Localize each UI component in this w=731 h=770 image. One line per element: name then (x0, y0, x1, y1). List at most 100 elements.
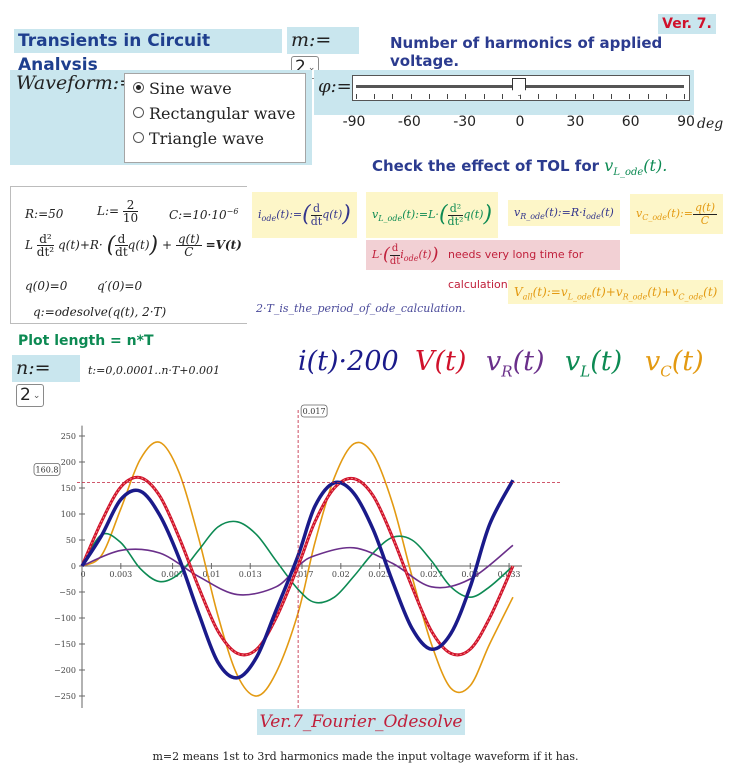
vl-ode-q: q(t) (463, 208, 484, 221)
vall-name: V (514, 285, 523, 299)
i-ode-rest: (t):= (276, 208, 303, 221)
warning-l: L· (372, 248, 383, 261)
y-tick-label: 150 (61, 484, 76, 493)
y-tick-label: 200 (61, 458, 76, 467)
vl-ode-dt2: dt² (447, 214, 464, 228)
marker-y-label: 160.8 (36, 465, 59, 474)
i-ode-d: d (310, 202, 323, 216)
legend-vc: vC(t) (645, 346, 704, 380)
legend-vl-v: v (565, 346, 581, 377)
paren-open: ( (438, 202, 448, 227)
slider-scale-label: -30 (453, 114, 477, 130)
vr-ode-def: vR_ode(t):=R·iode(t) (508, 200, 620, 226)
vr-ode-rest: (t):=R·i (544, 206, 587, 219)
inductance-den: 10 (122, 211, 139, 225)
slider-scale-label: 0 (515, 114, 525, 130)
slider-tick (483, 94, 485, 99)
n-value: 2 (20, 385, 31, 405)
ode-equation: L d² dt² q(t)+R· (d dt q(t)) + q(t) C =V(t) (25, 233, 242, 258)
slider-tick (465, 94, 467, 99)
i-ode-frac: d dt (310, 202, 323, 228)
slider-tick (428, 94, 430, 99)
ode-q1: q(t)+R· (57, 238, 103, 252)
initial-condition-dq: q′(0)=0 (97, 279, 143, 293)
phase-unit: deg (697, 116, 724, 132)
inductance-frac: 2 10 (122, 199, 139, 225)
legend-vc-t: (t) (671, 346, 704, 377)
slider-scale-label: 90 (677, 114, 695, 130)
legend-current: i(t)·200 (298, 346, 399, 377)
y-tick-label: 0 (71, 562, 76, 571)
radio-sine-wave[interactable]: Sine wave (133, 79, 232, 98)
capacitance-exp: −6 (226, 207, 239, 216)
chevron-down-icon: ⌄ (32, 391, 41, 401)
phase-slider-thumb[interactable] (512, 78, 526, 96)
slider-tick (556, 94, 558, 99)
tol-note-text: Check the effect of TOL for (372, 157, 600, 175)
vc-ode-name: v (636, 207, 643, 220)
radio-rectangular-wave[interactable]: Rectangular wave (133, 104, 295, 123)
vall-p2: (t)+v (647, 285, 679, 299)
legend-vr: vR(t) (486, 346, 544, 380)
plot-markers: 0.017 160.8 (33, 404, 562, 708)
transient-plot[interactable]: 250 200 150 100 50 0 −50 −100 −150 −200 −250 0 0.003… (0, 396, 731, 708)
i-ode-dt: dt (310, 214, 323, 228)
x-tick-label: 0 (80, 570, 85, 579)
y-tick-label: 100 (61, 510, 76, 519)
radio-triangle-wave[interactable]: Triangle wave (133, 129, 264, 148)
legend-vr-t: (t) (512, 346, 545, 377)
vall-s1: L_ode (567, 292, 592, 302)
warning-frac: d dt (389, 243, 401, 268)
slider-tick (684, 94, 685, 99)
vc-ode-sub: C_ode (642, 213, 668, 223)
i-ode-name: i (258, 208, 262, 221)
legend-vl-sub: L (580, 362, 591, 381)
x-tick-label: 0.027 (420, 570, 443, 579)
phase-label: φ:= (318, 76, 352, 97)
paren-close: ) (149, 233, 159, 258)
ode-dt2: dt² (36, 245, 55, 259)
y-tick-label: −200 (54, 666, 76, 675)
inductance-num: 2 (122, 199, 139, 212)
y-tick-label: −150 (54, 640, 76, 649)
calculation-warning: L·(d dt iode(t)) needs very long time for … (366, 240, 620, 291)
x-tick-label: 0.017 (291, 570, 314, 579)
radio-label: Triangle wave (149, 129, 264, 148)
vl-ode-def: vL_ode(t):=L·(d² dt² q(t)) (366, 192, 499, 238)
slider-scale-label: 60 (621, 114, 640, 130)
vc-ode-den: C (700, 213, 710, 227)
resistance-def: R:=50 (25, 207, 64, 221)
legend-voltage: V(t) (415, 346, 467, 377)
legend-vc-sub: C (660, 362, 672, 381)
y-tick-label: 250 (61, 432, 76, 441)
ode-q2: q(t) (127, 238, 150, 252)
ode-qt: q(t) (175, 232, 202, 246)
vall-s3: C_ode (678, 292, 704, 302)
footer-note: m=2 means 1st to 3rd harmonics made the … (152, 750, 579, 763)
n-dropdown[interactable]: 2 ⌄ (16, 384, 45, 407)
vc-ode-def: vC_ode(t):= q(t) C (630, 194, 723, 234)
version-badge: Ver. 7. (658, 14, 716, 34)
chevron-down-icon: ⌄ (307, 63, 316, 73)
vall-s2: R_ode (622, 292, 648, 302)
slider-tick (356, 94, 357, 99)
slider-tick (392, 94, 394, 99)
circuit-equations: R:=50 L:= 2 10 C:=10·10−6 L d² dt² q(t)+R·… (10, 186, 247, 324)
ode-rhs: =V(t) (205, 238, 242, 252)
vall-p1: (t)+v (591, 285, 623, 299)
plot-length-title: Plot length = n*T (18, 333, 154, 349)
tol-var-arg: (t). (643, 156, 668, 175)
m-label: m:= (291, 29, 332, 51)
paren-open: ( (106, 233, 116, 258)
vr-ode-end: (t) (600, 206, 614, 219)
warning-dt: dt (389, 255, 401, 267)
x-tick-label: 0.003 (109, 570, 132, 579)
slider-scale-label: -60 (397, 114, 421, 130)
slider-tick (665, 94, 667, 99)
slider-tick (538, 94, 540, 99)
slider-scale-label: -90 (342, 114, 366, 130)
period-note: 2·T_is_the_period_of_ode_calculation. (256, 302, 466, 315)
plot-curves (80, 441, 515, 697)
n-label: n:= (16, 357, 51, 379)
slider-tick (501, 94, 503, 99)
